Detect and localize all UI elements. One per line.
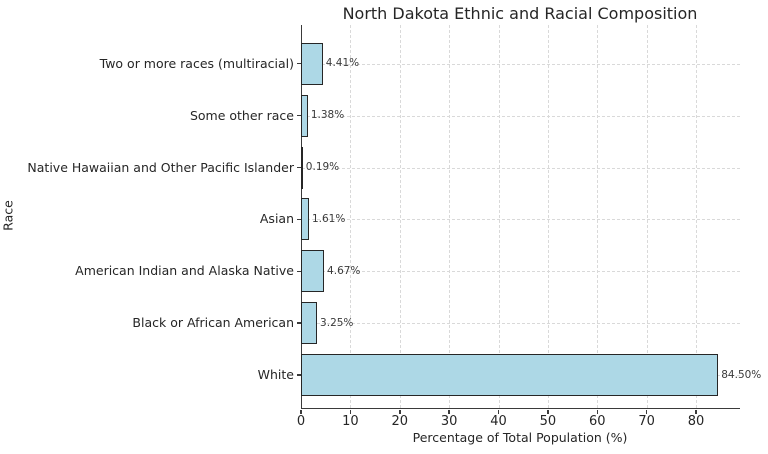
y-tick-label: Two or more races (multiracial) bbox=[99, 55, 294, 71]
x-gridline bbox=[498, 25, 500, 408]
x-gridline bbox=[449, 25, 451, 408]
y-tick-label: White bbox=[257, 367, 294, 383]
y-gridline bbox=[302, 63, 740, 65]
x-tick-mark bbox=[448, 409, 450, 414]
bar-value-label: 4.67% bbox=[327, 264, 361, 277]
y-gridline bbox=[302, 115, 740, 117]
x-tick-label: 20 bbox=[391, 414, 409, 429]
y-tick-label: American Indian and Alaska Native bbox=[75, 263, 294, 279]
x-tick-label: 10 bbox=[342, 414, 359, 429]
x-tick-label: 40 bbox=[490, 414, 507, 429]
x-tick-mark bbox=[695, 409, 697, 414]
x-tick-mark bbox=[300, 409, 302, 414]
bar-value-label: 4.41% bbox=[325, 57, 360, 70]
bar bbox=[301, 198, 309, 241]
x-gridline bbox=[547, 25, 549, 408]
x-tick-mark bbox=[349, 409, 352, 414]
bar bbox=[301, 42, 323, 85]
x-tick-label: 0 bbox=[296, 414, 306, 429]
bar-value-label: 84.50% bbox=[721, 368, 762, 381]
x-tick-mark bbox=[645, 409, 648, 414]
y-tick-label: Native Hawaiian and Other Pacific Island… bbox=[27, 159, 294, 175]
y-tick-mark bbox=[297, 218, 301, 221]
x-tick-label: 50 bbox=[539, 414, 557, 429]
x-tick-label: 70 bbox=[638, 414, 655, 429]
x-gridline bbox=[597, 25, 599, 408]
y-gridline bbox=[302, 323, 740, 325]
x-tick-mark bbox=[399, 409, 401, 414]
x-tick-mark bbox=[547, 409, 549, 414]
y-tick-mark bbox=[297, 270, 301, 273]
bar bbox=[301, 146, 303, 189]
y-tick-mark bbox=[297, 166, 301, 169]
chart-title: North Dakota Ethnic and Racial Compositi… bbox=[342, 4, 698, 23]
y-tick-label: Black or African American bbox=[132, 315, 294, 331]
y-tick-mark bbox=[297, 62, 301, 65]
bar bbox=[301, 354, 719, 397]
x-tick-label: 80 bbox=[687, 414, 705, 429]
y-tick-mark bbox=[297, 322, 301, 324]
y-tick-mark bbox=[297, 374, 301, 376]
x-tick-mark bbox=[497, 409, 500, 414]
bar-value-label: 1.38% bbox=[310, 109, 345, 122]
bar bbox=[301, 250, 325, 293]
bar-value-label: 0.19% bbox=[305, 161, 340, 173]
bar-value-label: 1.61% bbox=[311, 212, 346, 225]
y-gridline bbox=[302, 167, 740, 169]
y-gridline bbox=[302, 271, 740, 273]
x-gridline bbox=[399, 25, 401, 408]
y-tick-label: Asian bbox=[259, 211, 294, 227]
x-tick-label: 30 bbox=[440, 414, 458, 429]
y-tick-label: Some other race bbox=[189, 107, 294, 123]
x-gridline bbox=[696, 25, 698, 408]
bar-value-label: 3.25% bbox=[320, 316, 354, 329]
y-tick-mark bbox=[297, 114, 301, 117]
x-tick-mark bbox=[596, 409, 599, 414]
x-gridline bbox=[350, 25, 352, 408]
bar bbox=[301, 302, 318, 345]
plot-area bbox=[301, 25, 740, 409]
bar bbox=[301, 94, 308, 137]
x-axis-title: Percentage of Total Population (%) bbox=[412, 430, 628, 445]
y-gridline bbox=[302, 219, 740, 221]
x-tick-label: 60 bbox=[588, 414, 606, 429]
x-gridline bbox=[646, 25, 648, 408]
